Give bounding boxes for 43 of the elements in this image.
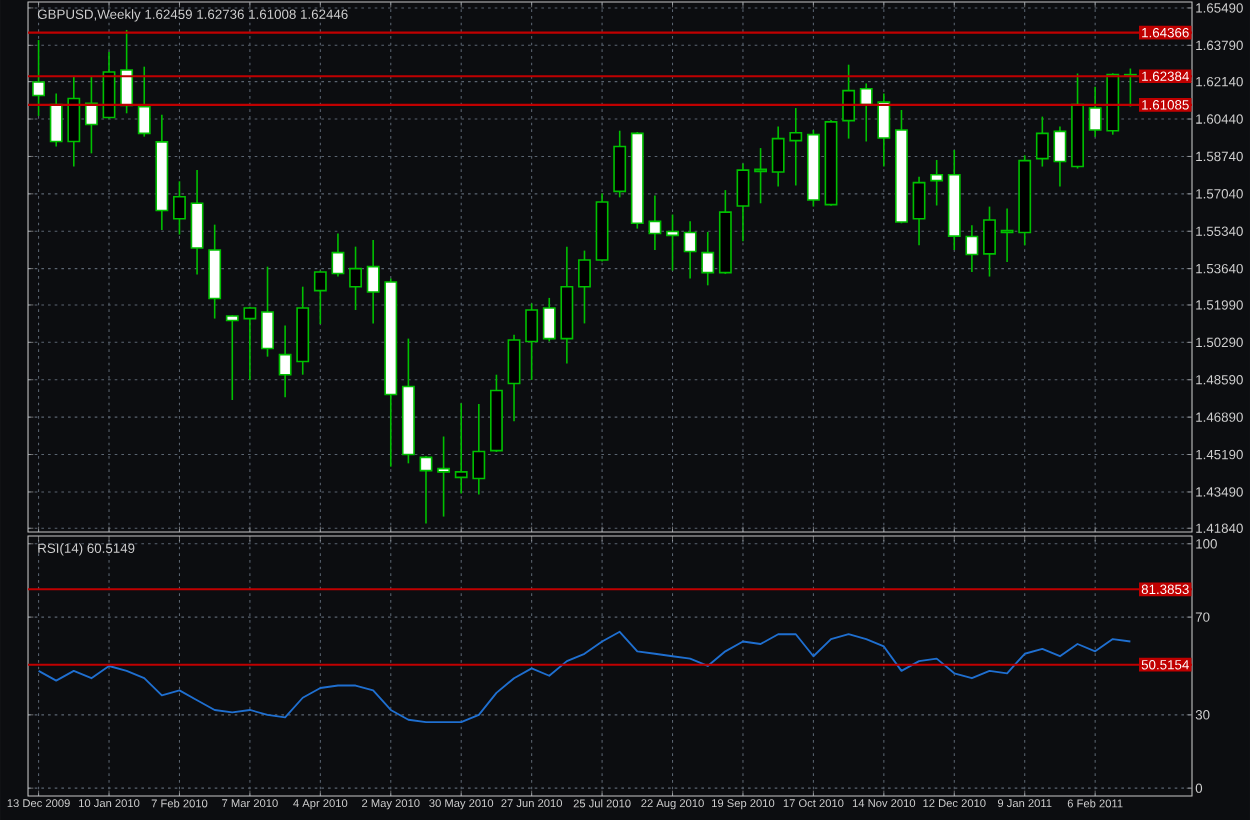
candlestick [454, 402, 468, 495]
candlestick [437, 435, 451, 518]
candlestick [366, 239, 380, 325]
candlestick [1000, 207, 1014, 263]
candlestick [49, 92, 63, 148]
candlestick [261, 265, 274, 358]
candlestick [472, 403, 486, 496]
candlestick [983, 205, 996, 278]
candlestick [349, 245, 362, 311]
candlestick [842, 63, 856, 140]
candlestick [578, 249, 591, 325]
candlestick [313, 269, 327, 325]
candlestick [525, 302, 539, 381]
candlestick [754, 147, 768, 205]
candlestick [736, 162, 750, 243]
candlestick [666, 213, 679, 272]
candlestick [1035, 115, 1049, 168]
candlestick [67, 75, 81, 168]
candlestick [84, 75, 98, 155]
candlestick [771, 125, 785, 188]
candlestick [789, 107, 803, 187]
candlestick [930, 159, 944, 207]
candlestick [190, 169, 204, 276]
candlestick [507, 333, 521, 423]
candlestick [173, 180, 186, 236]
candlestick [701, 231, 715, 287]
candlestick [683, 220, 697, 280]
candlestick [278, 324, 292, 399]
candlestick [1088, 85, 1102, 138]
candlestick [877, 92, 891, 168]
candlestick [120, 29, 134, 115]
candlestick [965, 224, 979, 273]
candlestick [648, 194, 662, 251]
candlestick [137, 65, 151, 138]
candlestick [613, 129, 627, 199]
candlestick [859, 82, 873, 143]
candlestick [912, 175, 926, 247]
candlestick [331, 232, 345, 278]
candlestick [32, 39, 46, 117]
candlestick [243, 305, 257, 381]
candlestick [225, 314, 239, 401]
candlestick [542, 297, 556, 343]
candlestick [1053, 125, 1067, 188]
